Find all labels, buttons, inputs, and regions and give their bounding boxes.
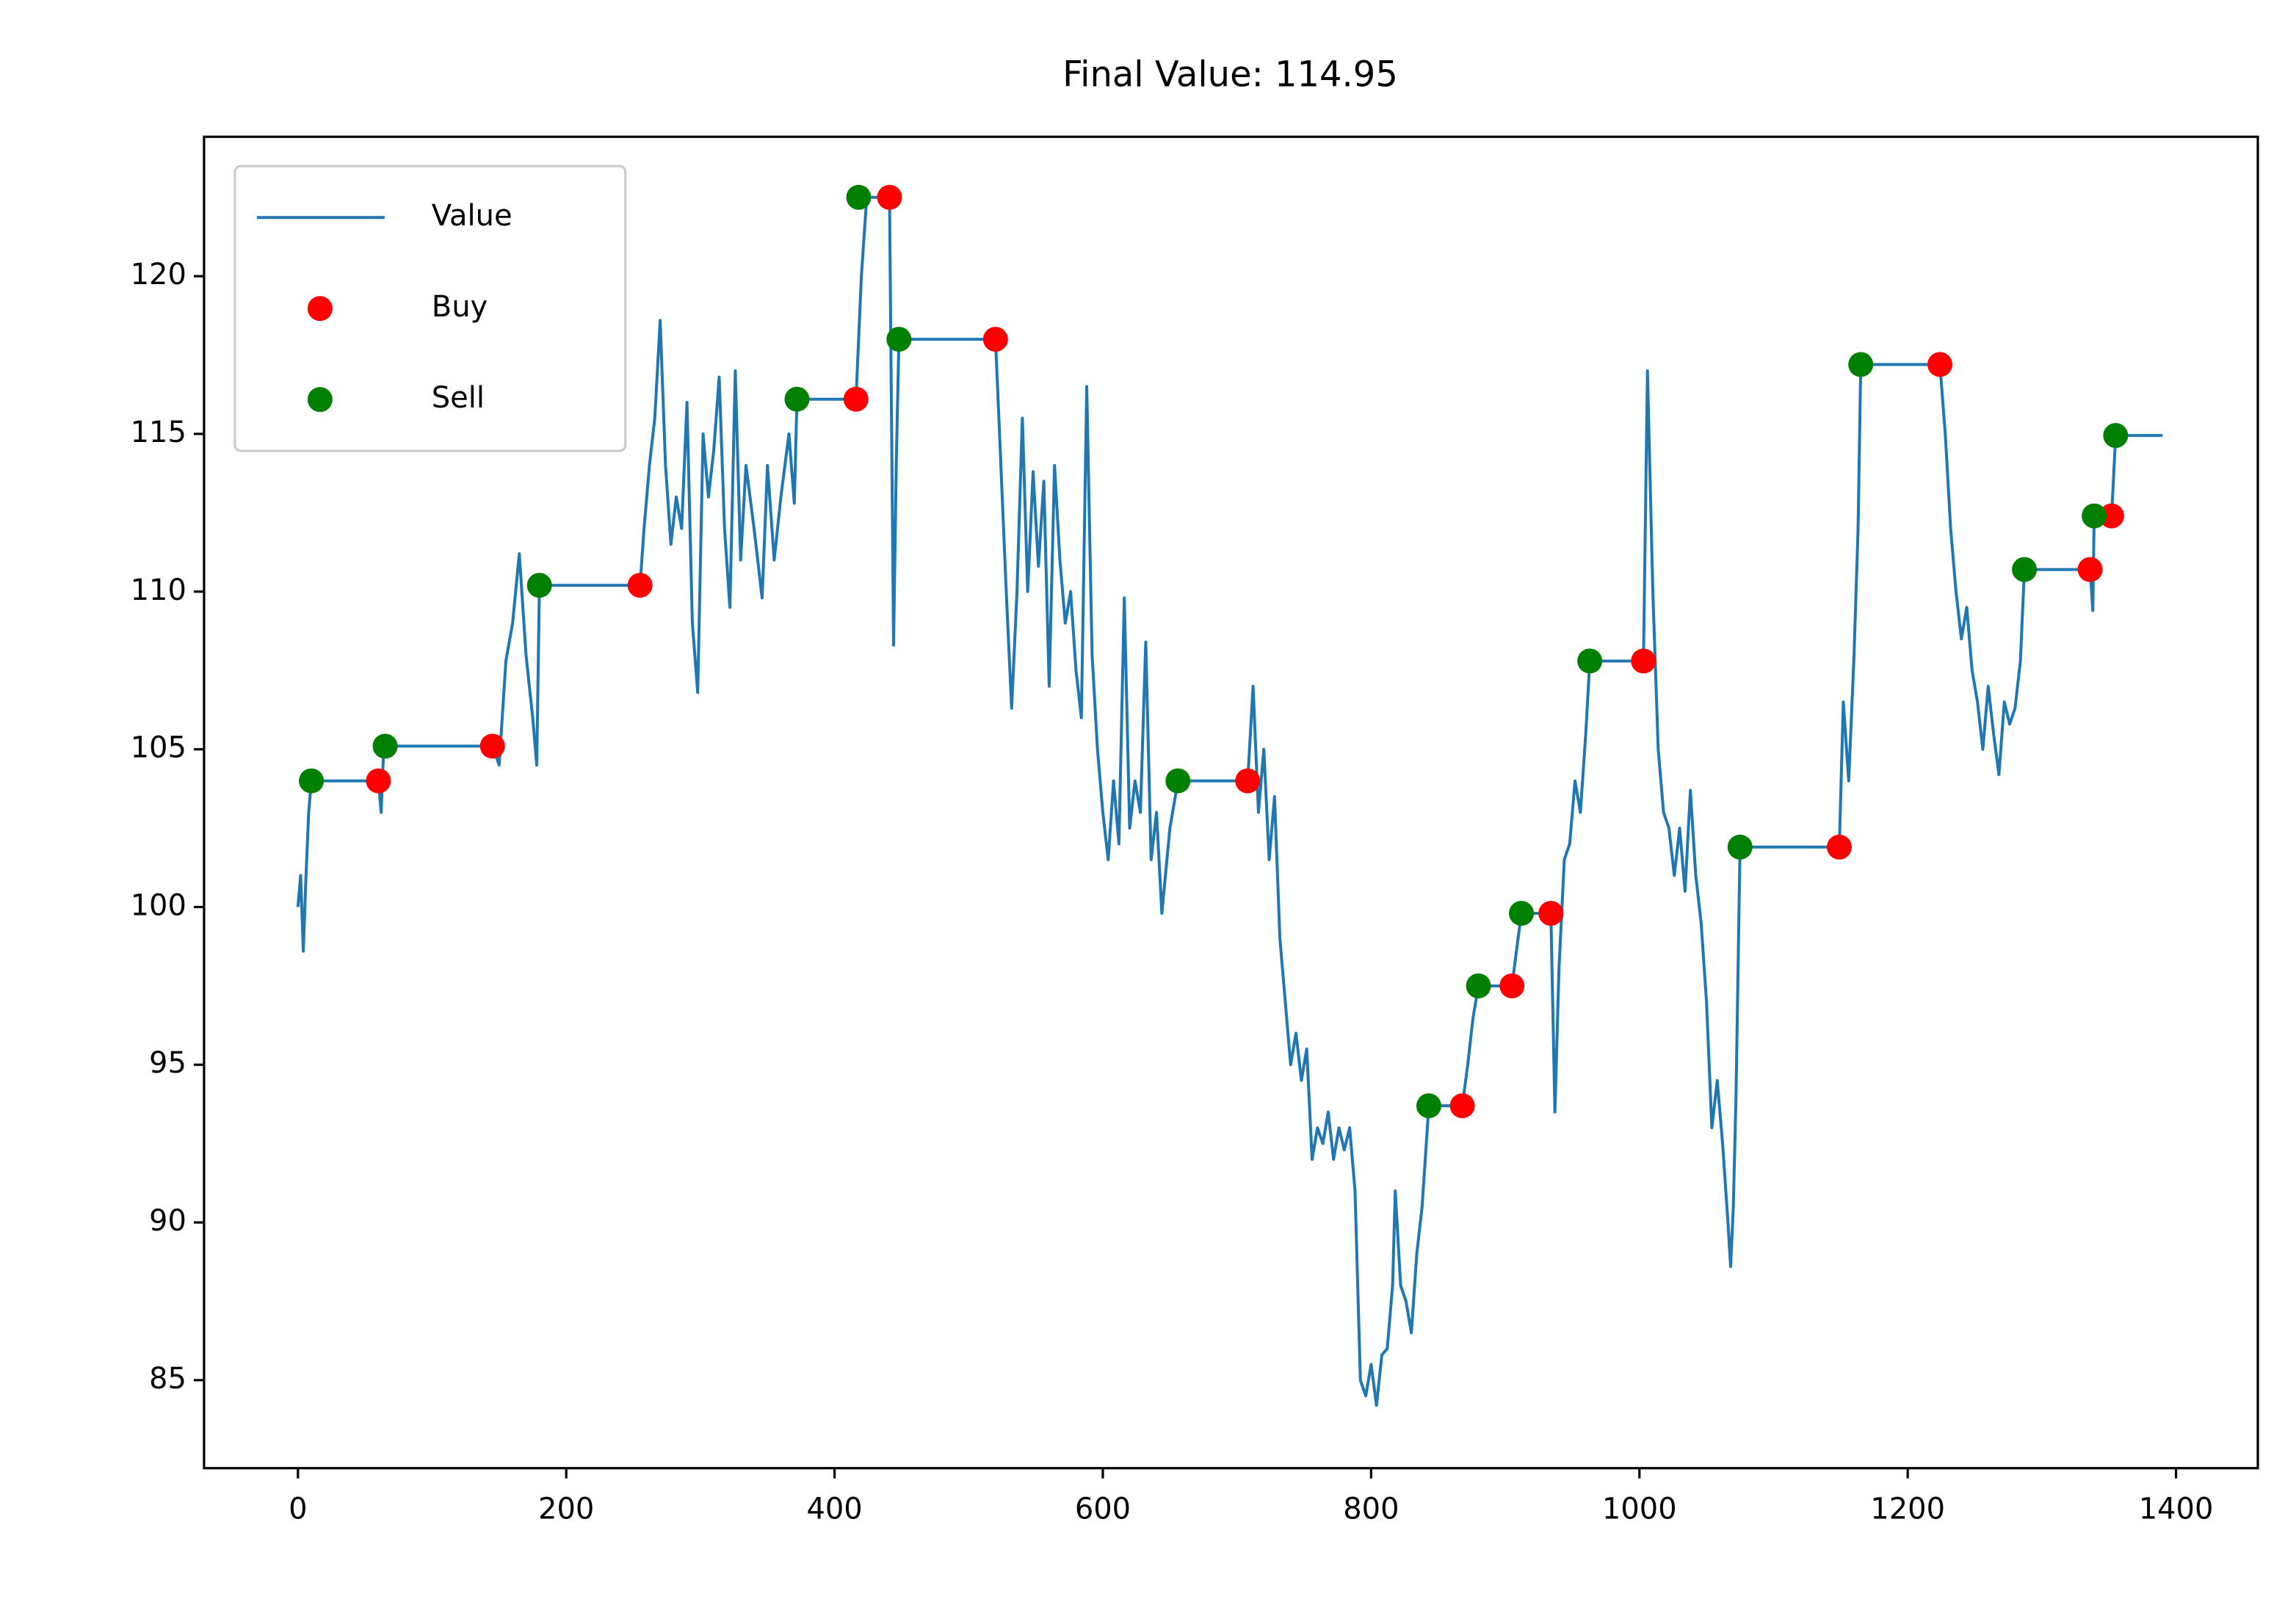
- legend-box: [233, 164, 627, 452]
- point: [1848, 352, 1874, 377]
- y-tick-label: 105: [131, 731, 186, 765]
- chart-title: Final Value: 114.95: [1062, 54, 1398, 95]
- point: [479, 733, 505, 759]
- point: [1165, 768, 1191, 794]
- value-line: [296, 195, 2163, 1407]
- point: [843, 386, 869, 412]
- point: [886, 327, 912, 352]
- point: [366, 768, 391, 794]
- x-tick-label: 800: [1343, 1493, 1399, 1526]
- point: [2103, 423, 2129, 449]
- x-tick-label: 400: [806, 1493, 862, 1526]
- point: [1235, 768, 1261, 794]
- point: [372, 733, 398, 759]
- point: [627, 573, 653, 598]
- point: [784, 386, 810, 412]
- axes-frame: [203, 135, 2259, 1470]
- point: [1416, 1093, 1441, 1119]
- y-tick-label: 110: [131, 573, 186, 607]
- point: [1538, 901, 1564, 927]
- y-tick-label: 120: [131, 258, 186, 291]
- point: [982, 327, 1008, 352]
- point: [846, 184, 872, 210]
- y-tick-label: 95: [149, 1046, 186, 1080]
- point: [1577, 648, 1603, 674]
- y-tick-label: 115: [131, 416, 186, 449]
- point: [1827, 834, 1852, 860]
- point: [2077, 557, 2103, 582]
- legend-label: Sell: [432, 381, 485, 415]
- point: [2082, 503, 2107, 529]
- legend: Value Buy Sell: [233, 164, 627, 452]
- legend-marker: [307, 296, 333, 322]
- legend-label: Value: [432, 199, 513, 233]
- y-tick-label: 90: [149, 1204, 186, 1238]
- x-tick-label: 1200: [1870, 1493, 1945, 1526]
- x-tick-label: 600: [1075, 1493, 1131, 1526]
- point: [299, 768, 325, 794]
- point: [1631, 648, 1656, 674]
- y-tick-label: 85: [149, 1362, 186, 1396]
- point: [1466, 973, 1491, 998]
- point: [2098, 503, 2124, 529]
- x-tick-label: 200: [538, 1493, 594, 1526]
- point: [1449, 1093, 1475, 1119]
- point: [877, 184, 902, 210]
- legend-marker: [307, 387, 333, 413]
- plot-area: [296, 184, 2163, 1407]
- legend-label: Buy: [432, 290, 488, 324]
- x-tick-label: 1400: [2139, 1493, 2214, 1526]
- point: [2012, 557, 2038, 582]
- y-tick-label: 100: [131, 888, 186, 922]
- point: [1499, 973, 1525, 998]
- point: [1509, 901, 1534, 927]
- point: [1927, 352, 1953, 377]
- x-tick-label: 0: [289, 1493, 307, 1526]
- point: [1727, 834, 1753, 860]
- x-tick-label: 1000: [1602, 1493, 1677, 1526]
- point: [526, 573, 552, 598]
